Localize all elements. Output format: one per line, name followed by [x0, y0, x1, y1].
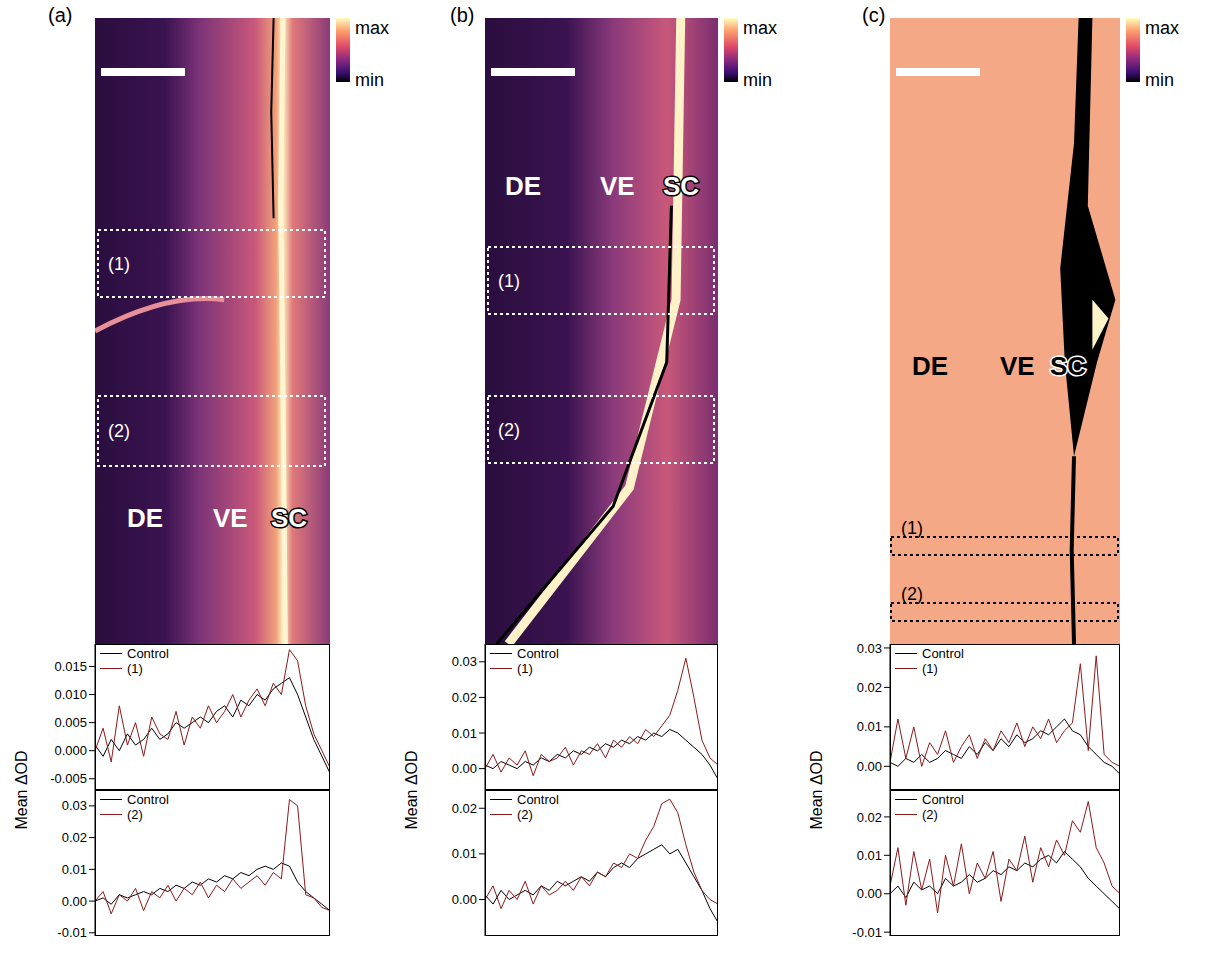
- html-text:(2): (2): [127, 807, 143, 822]
- svg-text:-0.01: -0.01: [852, 925, 882, 940]
- html-text:Control: Control: [922, 792, 964, 807]
- svg-text:(2): (2): [108, 421, 130, 441]
- svg-text:0.000: 0.000: [54, 743, 87, 758]
- svg-text:0.00: 0.00: [857, 759, 882, 774]
- svg-text:max: max: [743, 18, 777, 38]
- svg-text:max: max: [355, 18, 389, 38]
- svg-text:VE: VE: [600, 171, 635, 201]
- svg-text:VE: VE: [213, 503, 248, 533]
- html-text:Control: Control: [517, 792, 559, 807]
- html-text:Mean ΔOD: Mean ΔOD: [403, 750, 420, 830]
- html-text:Control: Control: [517, 646, 559, 661]
- svg-text:SC: SC: [663, 171, 699, 201]
- svg-text:0.03: 0.03: [62, 798, 87, 813]
- svg-text:0.005: 0.005: [54, 715, 87, 730]
- svg-text:0.02: 0.02: [857, 680, 882, 695]
- svg-text:VE: VE: [1000, 351, 1035, 381]
- html-text:Control: Control: [922, 646, 964, 661]
- html-text:Control: Control: [127, 792, 169, 807]
- svg-text:min: min: [743, 70, 772, 90]
- svg-text:DE: DE: [505, 171, 541, 201]
- svg-text:0.01: 0.01: [857, 719, 882, 734]
- svg-text:0.01: 0.01: [452, 846, 477, 861]
- svg-text:(1): (1): [108, 254, 130, 274]
- svg-text:SC: SC: [1050, 351, 1086, 381]
- svg-text:(2): (2): [498, 420, 520, 440]
- svg-text:0.01: 0.01: [452, 726, 477, 741]
- svg-text:-0.005: -0.005: [50, 771, 87, 786]
- svg-text:0.03: 0.03: [452, 654, 477, 669]
- html-text:(1): (1): [127, 661, 143, 676]
- html-text:Control: Control: [127, 646, 169, 661]
- svg-text:0.00: 0.00: [857, 886, 882, 901]
- html-text:(b): (b): [450, 4, 475, 26]
- svg-text:min: min: [355, 70, 384, 90]
- svg-text:0.015: 0.015: [54, 659, 87, 674]
- svg-text:(1): (1): [498, 271, 520, 291]
- svg-text:0.01: 0.01: [62, 862, 87, 877]
- svg-text:0.00: 0.00: [452, 761, 477, 776]
- svg-text:0.010: 0.010: [54, 687, 87, 702]
- svg-text:min: min: [1145, 70, 1174, 90]
- html-text:(a): (a): [48, 4, 73, 26]
- html-text:(1): (1): [922, 661, 938, 676]
- svg-text:DE: DE: [127, 503, 163, 533]
- svg-text:0.00: 0.00: [452, 892, 477, 907]
- svg-text:0.01: 0.01: [857, 848, 882, 863]
- svg-text:(1): (1): [901, 518, 923, 538]
- html-text:(1): (1): [517, 661, 533, 676]
- svg-text:DE: DE: [912, 351, 948, 381]
- svg-text:max: max: [1145, 18, 1179, 38]
- svg-text:0.02: 0.02: [452, 690, 477, 705]
- svg-text:0.02: 0.02: [857, 810, 882, 825]
- svg-text:0.02: 0.02: [62, 830, 87, 845]
- html-text:(2): (2): [517, 807, 533, 822]
- svg-text:(2): (2): [901, 584, 923, 604]
- svg-text:0.03: 0.03: [857, 641, 882, 656]
- html-text:Mean ΔOD: Mean ΔOD: [13, 750, 30, 830]
- svg-text:SC: SC: [271, 503, 307, 533]
- html-text:(c): (c): [862, 4, 886, 26]
- html-text:(2): (2): [922, 807, 938, 822]
- svg-text:0.00: 0.00: [62, 894, 87, 909]
- svg-text:0.02: 0.02: [452, 801, 477, 816]
- html-text:Mean ΔOD: Mean ΔOD: [808, 750, 825, 830]
- svg-text:-0.01: -0.01: [57, 925, 87, 940]
